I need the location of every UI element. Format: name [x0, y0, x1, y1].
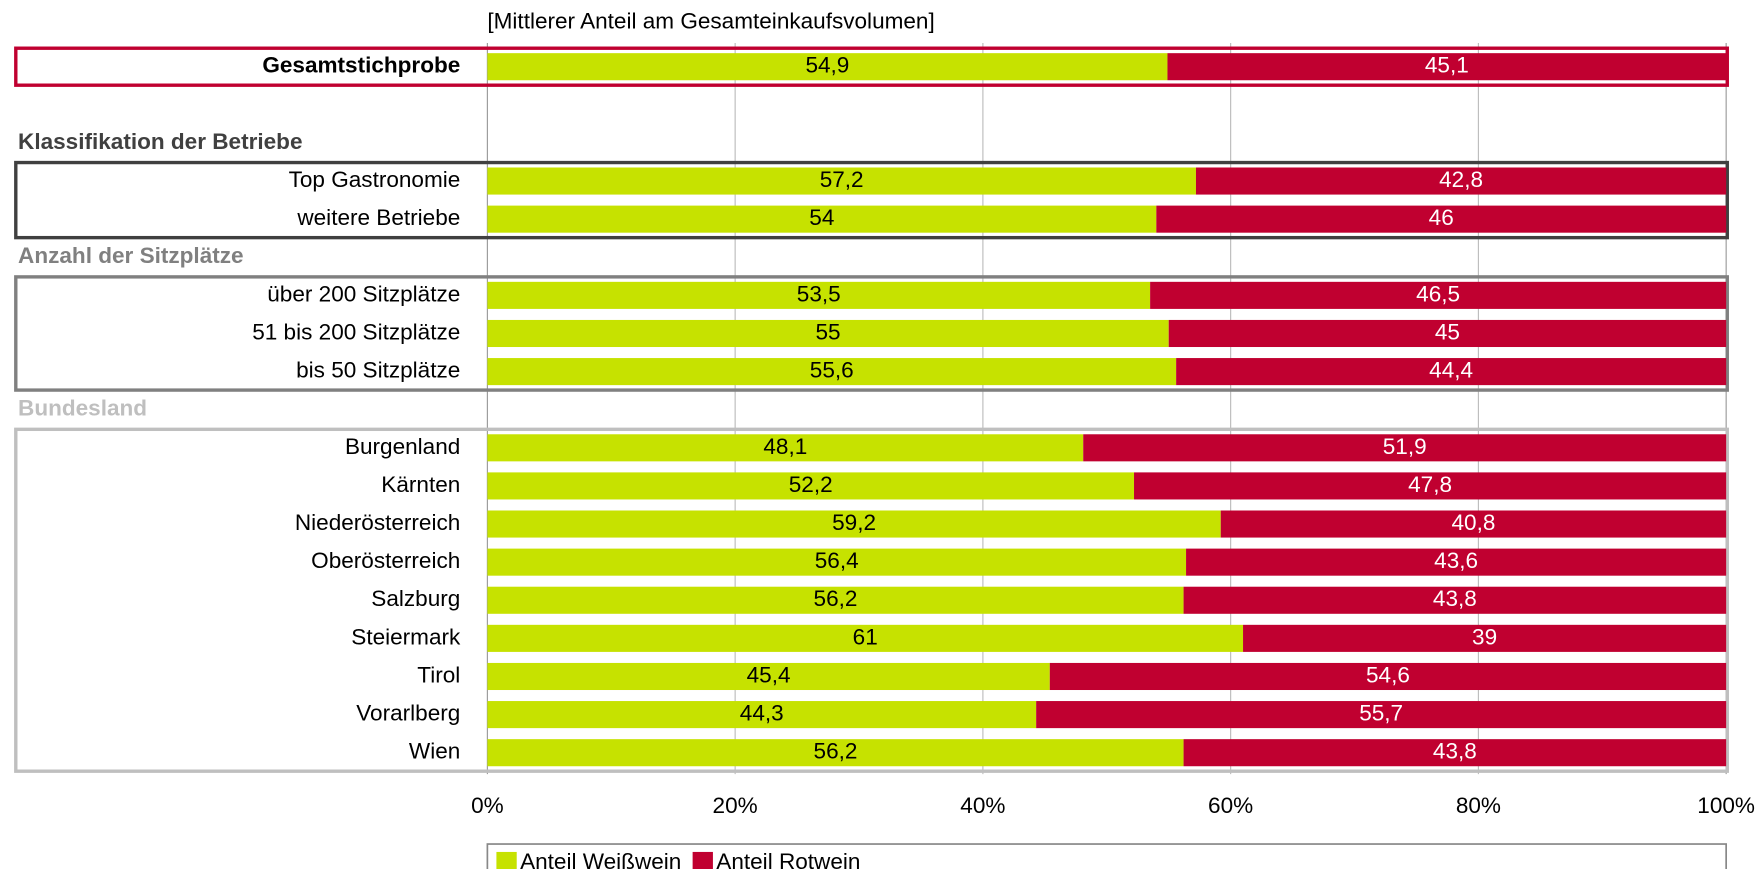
bar-segment	[1176, 358, 1727, 386]
bar-segment	[1183, 739, 1727, 767]
bar-segment	[1167, 53, 1727, 81]
data-label: 43,8	[1433, 586, 1477, 611]
bar-segment	[487, 358, 1177, 386]
x-tick-label: 80%	[1456, 793, 1501, 818]
x-tick-label: 60%	[1208, 793, 1253, 818]
data-label: 54,6	[1366, 662, 1410, 687]
data-label: 52,2	[789, 472, 833, 497]
data-label: 40,8	[1451, 510, 1495, 535]
y-tick-label: Wien	[409, 739, 460, 764]
y-tick-label: Vorarlberg	[356, 701, 460, 726]
data-label: 56,2	[814, 586, 858, 611]
data-label: 55	[815, 319, 840, 344]
group-header: Anzahl der Sitzplätze	[18, 243, 244, 268]
y-tick-label: Oberösterreich	[311, 548, 460, 573]
bar-segment	[1183, 586, 1727, 614]
data-label: 54	[809, 205, 834, 230]
data-label: 48,1	[763, 434, 807, 459]
group-header: Klassifikation der Betriebe	[18, 129, 302, 154]
data-label: 44,4	[1429, 358, 1473, 383]
data-label: 59,2	[832, 510, 876, 535]
data-label: 47,8	[1408, 472, 1452, 497]
bar-segment	[487, 205, 1157, 233]
data-label: 44,3	[740, 701, 784, 726]
group-box	[14, 46, 1729, 87]
legend-swatch	[692, 851, 713, 869]
data-label: 56,4	[815, 548, 859, 573]
bar-segment	[1243, 624, 1727, 652]
bar-segment	[487, 586, 1184, 614]
bar-segment	[487, 510, 1221, 538]
data-label: 45	[1435, 319, 1460, 344]
data-label: 55,6	[810, 358, 854, 383]
group-box	[14, 160, 1729, 240]
y-tick-label: über 200 Sitzplätze	[267, 281, 460, 306]
group-header: Bundesland	[18, 396, 147, 421]
y-tick-label: Burgenland	[345, 434, 460, 459]
x-tick-label: 20%	[713, 793, 758, 818]
bar-segment	[487, 53, 1168, 81]
data-label: 55,7	[1359, 701, 1403, 726]
y-tick-label: Top Gastronomie	[289, 167, 461, 192]
x-tick-label: 100%	[1697, 793, 1755, 818]
y-tick-label: Kärnten	[381, 472, 460, 497]
bar-segment	[487, 281, 1151, 309]
bar-segment	[1150, 281, 1727, 309]
data-label: 42,8	[1439, 167, 1483, 192]
x-tick-label: 0%	[471, 793, 504, 818]
legend-swatch	[496, 851, 517, 869]
bar-segment	[1186, 548, 1727, 576]
bar-segment	[487, 739, 1184, 767]
group-box	[14, 275, 1729, 392]
x-tick-label: 40%	[960, 793, 1005, 818]
data-label: 43,6	[1434, 548, 1478, 573]
bar-segment	[1220, 510, 1727, 538]
group-box	[14, 427, 1729, 773]
data-label: 45,4	[747, 662, 791, 687]
y-tick-label: Salzburg	[371, 586, 460, 611]
data-label: 46,5	[1416, 281, 1460, 306]
data-label: 46	[1429, 205, 1454, 230]
data-label: 39	[1472, 624, 1497, 649]
bar-segment	[487, 167, 1196, 195]
bar-segment	[487, 319, 1169, 348]
data-label: 51,9	[1383, 434, 1427, 459]
data-label: 61	[853, 624, 878, 649]
bar-segment	[1168, 319, 1727, 348]
bar-segment	[1083, 434, 1727, 462]
bar-segment	[487, 662, 1050, 691]
data-label: 56,2	[814, 739, 858, 764]
bar-segment	[487, 434, 1084, 462]
y-tick-label: weitere Betriebe	[296, 205, 460, 230]
data-label: 54,9	[805, 53, 849, 78]
y-tick-label: Niederösterreich	[295, 510, 460, 535]
bar-segment	[1134, 472, 1727, 500]
chart-title: [Mittlerer Anteil am Gesamteinkaufsvolum…	[487, 9, 934, 34]
y-tick-label: Tirol	[417, 662, 460, 687]
legend-label: Anteil Rotwein	[716, 849, 860, 869]
bar-segment	[487, 472, 1135, 500]
bar-segment	[487, 701, 1037, 729]
bar-segment	[1036, 701, 1727, 729]
bar-segment	[1049, 662, 1727, 691]
legend-label: Anteil Weißwein	[520, 849, 681, 869]
data-label: 57,2	[820, 167, 864, 192]
bar-segment	[487, 548, 1187, 576]
bar-segment	[1156, 205, 1727, 233]
data-label: 53,5	[797, 281, 841, 306]
y-tick-label: bis 50 Sitzplätze	[296, 358, 460, 383]
data-label: 45,1	[1425, 53, 1469, 78]
bar-segment	[1195, 167, 1727, 195]
data-label: 43,8	[1433, 739, 1477, 764]
y-tick-label: 51 bis 200 Sitzplätze	[252, 319, 460, 344]
bar-segment	[487, 624, 1244, 652]
y-tick-label: Steiermark	[351, 624, 461, 649]
y-tick-label: Gesamtstichprobe	[262, 53, 460, 78]
